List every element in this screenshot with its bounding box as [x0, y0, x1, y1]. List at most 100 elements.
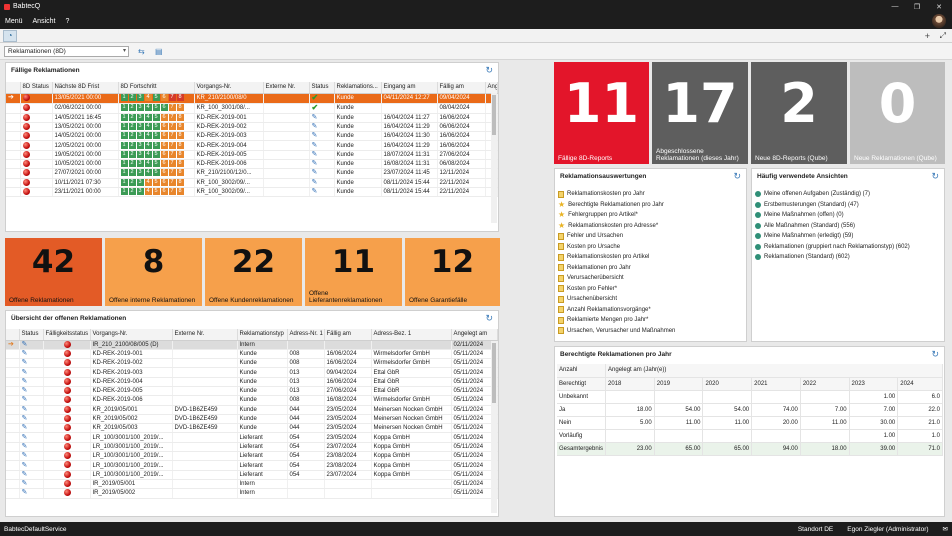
table-row[interactable]: ✎ LR_100/3001/100_2019/... Lieferant 054 23/…: [6, 470, 498, 480]
layout-icon[interactable]: ▤: [155, 47, 163, 56]
pencil-icon[interactable]: ✎: [311, 132, 318, 140]
pencil-icon[interactable]: ✎: [21, 489, 28, 497]
table-row[interactable]: ✎ KD-REK-2019-002 Kunde 008 16/06/2024 Wirmel…: [6, 358, 498, 369]
column-header[interactable]: Reklamationstyp: [237, 329, 288, 341]
evaluation-item[interactable]: Ursachenübersicht: [558, 294, 743, 305]
column-header[interactable]: Nächste 8D Frist: [52, 82, 119, 94]
table-row[interactable]: 14/05/2021 16:45 1 2 3 4 5 6 7 8 KD-REK-2019-001 ✎…: [6, 113, 498, 123]
view-item[interactable]: Reklamationen (gruppiert nach Reklamatio…: [755, 242, 941, 253]
pencil-icon[interactable]: ✎: [21, 480, 28, 488]
table-row[interactable]: ✎ KR_2019/05/002 DVD-1B6ZE459 Kunde 044 23/05…: [6, 414, 498, 425]
refresh-icon[interactable]: ↻: [733, 171, 741, 181]
column-header[interactable]: 8D Fortschritt: [118, 82, 195, 94]
column-header[interactable]: Vorgangs-Nr.: [90, 329, 173, 341]
pencil-icon[interactable]: ✎: [311, 113, 318, 121]
pencil-icon[interactable]: ✎: [311, 122, 318, 130]
user-avatar[interactable]: [932, 14, 946, 28]
evaluation-item[interactable]: Kosten pro Ursache: [558, 242, 743, 253]
evaluation-item[interactable]: Reklamationen pro Jahr: [558, 263, 743, 274]
pencil-icon[interactable]: ✎: [21, 424, 28, 432]
pencil-icon[interactable]: ✎: [21, 377, 28, 385]
pencil-icon[interactable]: ✎: [21, 442, 28, 450]
table-row[interactable]: ✎ LR_100/3001/100_2019/... Lieferant 054 23/…: [6, 432, 498, 443]
pencil-icon[interactable]: ✎: [21, 405, 28, 413]
evaluation-item[interactable]: ★ Fehlergruppen pro Artikel*: [558, 210, 743, 221]
column-header[interactable]: Angele: [485, 82, 498, 94]
pivot-measure[interactable]: Anzahl: [557, 364, 607, 378]
pencil-icon[interactable]: ✎: [21, 415, 28, 423]
column-header[interactable]: Status: [309, 82, 335, 94]
pivot-dimension[interactable]: Angelegt am (Jahr(e)): [605, 364, 943, 378]
table-row[interactable]: ➔ 13/05/2021 00:00 1 2 3 4 5 6 7 8 KR_210/2100/08/…: [6, 93, 498, 104]
pencil-icon[interactable]: ✎: [21, 470, 28, 478]
pencil-icon[interactable]: ✎: [21, 359, 28, 367]
pencil-icon[interactable]: ✎: [311, 169, 318, 177]
table-row[interactable]: ✎ LR_100/3001/100_2019/... Lieferant 054 23/…: [6, 442, 498, 453]
view-item[interactable]: Meine Maßnahmen (offen) (0): [755, 210, 941, 221]
pencil-icon[interactable]: ✎: [311, 150, 318, 158]
view-item[interactable]: Meine Maßnahmen (erledigt) (59): [755, 231, 941, 242]
table-row[interactable]: 13/05/2021 00:00 1 2 3 4 5 6 7 8 KD-REK-2019-002 ✎…: [6, 122, 498, 133]
pencil-icon[interactable]: ✎: [311, 188, 318, 196]
table-row[interactable]: ➔ ✎ IR_210_2100/08/005 (D) Intern 02/11/2024: [6, 340, 498, 350]
restore-icon[interactable]: ❐: [913, 3, 921, 11]
kpi-tile[interactable]: 11 Offene Lieferantenreklamationen: [305, 238, 402, 306]
table-row[interactable]: 19/05/2021 00:00 1 2 3 4 5 6 7 8 KD-REK-2019-005 ✎…: [6, 150, 498, 161]
refresh-icon[interactable]: ↻: [931, 349, 939, 359]
kpi-tile[interactable]: 42 Offene Reklamationen: [5, 238, 102, 306]
pencil-icon[interactable]: ✎: [21, 340, 28, 348]
table-row[interactable]: ✎ IR_2019/05/001 Intern 05/11/2024: [6, 479, 498, 490]
pencil-icon[interactable]: ✎: [21, 433, 28, 441]
pencil-icon[interactable]: ✎: [311, 141, 318, 149]
table-row[interactable]: 10/05/2021 00:00 1 2 3 4 5 6 7 8 KD-REK-2019-006 ✎…: [6, 159, 498, 170]
kpi-tile[interactable]: 17 Abgeschlossene Reklamationen (dieses J…: [652, 62, 748, 164]
view-item[interactable]: Meine offenen Aufgaben (Zuständig) (7): [755, 189, 941, 200]
column-header[interactable]: Angelegt am: [451, 329, 498, 341]
evaluation-item[interactable]: Reklamationskosten pro Jahr: [558, 189, 743, 200]
column-header[interactable]: [6, 82, 21, 94]
evaluation-item[interactable]: ★ Berechtigte Reklamationen pro Jahr: [558, 200, 743, 211]
column-header[interactable]: Vorgangs-Nr.: [194, 82, 264, 94]
table-row[interactable]: ✎ KR_2019/05/001 DVD-1B6ZE459 Kunde 044 23/05…: [6, 405, 498, 415]
evaluation-item[interactable]: ★ Reklamationskosten pro Adresse*: [558, 221, 743, 232]
pencil-icon[interactable]: ✎: [311, 178, 318, 186]
table-row[interactable]: ✎ KD-REK-2019-001 Kunde 008 16/06/2024 Wirmel…: [6, 349, 498, 360]
column-header[interactable]: Externe Nr.: [263, 82, 310, 94]
pencil-icon[interactable]: ✎: [21, 452, 28, 460]
table-row[interactable]: ✎ IR_2019/05/002 Intern 05/11/2024: [6, 488, 498, 499]
pivot-row-dimension[interactable]: Berechtigt: [557, 377, 607, 391]
table-row[interactable]: ✎ KD-REK-2019-005 Kunde 013 27/06/2024 Ettal …: [6, 386, 498, 397]
kpi-tile[interactable]: 11 Fällige 8D-Reports: [554, 62, 649, 164]
evaluation-item[interactable]: Reklamierte Mengen pro Jahr*: [558, 315, 743, 326]
pencil-icon[interactable]: ✎: [21, 368, 28, 376]
evaluation-item[interactable]: Kosten pro Fehler*: [558, 284, 743, 295]
table-row[interactable]: 12/05/2021 00:00 1 2 3 4 5 6 7 8 KD-REK-2019-004 ✎…: [6, 140, 498, 151]
expand-icon[interactable]: ⤢: [939, 31, 946, 40]
table-row[interactable]: ✎ KD-REK-2019-006 Kunde 008 16/08/2024 Wirmel…: [6, 395, 498, 406]
column-header[interactable]: Fällig am: [324, 329, 372, 341]
kpi-tile[interactable]: 12 Offene Garantiefälle: [405, 238, 500, 306]
table-row[interactable]: ✎ KD-REK-2019-003 Kunde 013 09/04/2024 Ettal …: [6, 367, 498, 378]
vertical-scrollbar[interactable]: [491, 341, 497, 513]
column-header[interactable]: Eingang am: [381, 82, 438, 94]
vertical-scrollbar[interactable]: [491, 93, 497, 223]
kpi-tile[interactable]: 0 Neue Reklamationen (Qube): [850, 62, 945, 164]
table-row[interactable]: ✎ KR_2019/05/003 DVD-1B6ZE459 Kunde 044 23/05…: [6, 423, 498, 434]
kpi-tile[interactable]: 22 Offene Kundenreklamationen: [205, 238, 302, 306]
refresh-icon[interactable]: ↻: [485, 65, 493, 75]
column-header[interactable]: Adress-Nr. 1: [287, 329, 325, 341]
evaluation-item[interactable]: Verursacherübersicht: [558, 273, 743, 284]
evaluation-item[interactable]: Ursachen, Verursacher und Maßnahmen: [558, 326, 743, 337]
evaluation-item[interactable]: Fehler und Ursachen: [558, 231, 743, 242]
table-row[interactable]: ✎ LR_100/3001/100_2019/... Lieferant 054 23/…: [6, 451, 498, 462]
pencil-icon[interactable]: ✎: [21, 387, 28, 395]
column-header[interactable]: 8D Status: [20, 82, 53, 94]
home-tab-icon[interactable]: ◔: [3, 30, 17, 42]
refresh-icon[interactable]: ↻: [485, 313, 493, 323]
table-row[interactable]: 23/11/2021 00:00 1 2 3 4 5 6 7 8 KR_100_3002/09/.…: [6, 187, 498, 198]
menu-item-help[interactable]: ?: [65, 17, 70, 25]
refresh-icon[interactable]: ↻: [931, 171, 939, 181]
table-row[interactable]: 14/05/2021 00:00 1 2 3 4 5 6 7 8 KD-REK-2019-003 ✎…: [6, 131, 498, 142]
view-select[interactable]: Reklamationen (8D) ▾: [4, 46, 129, 57]
column-header[interactable]: Reklamations...: [334, 82, 382, 94]
